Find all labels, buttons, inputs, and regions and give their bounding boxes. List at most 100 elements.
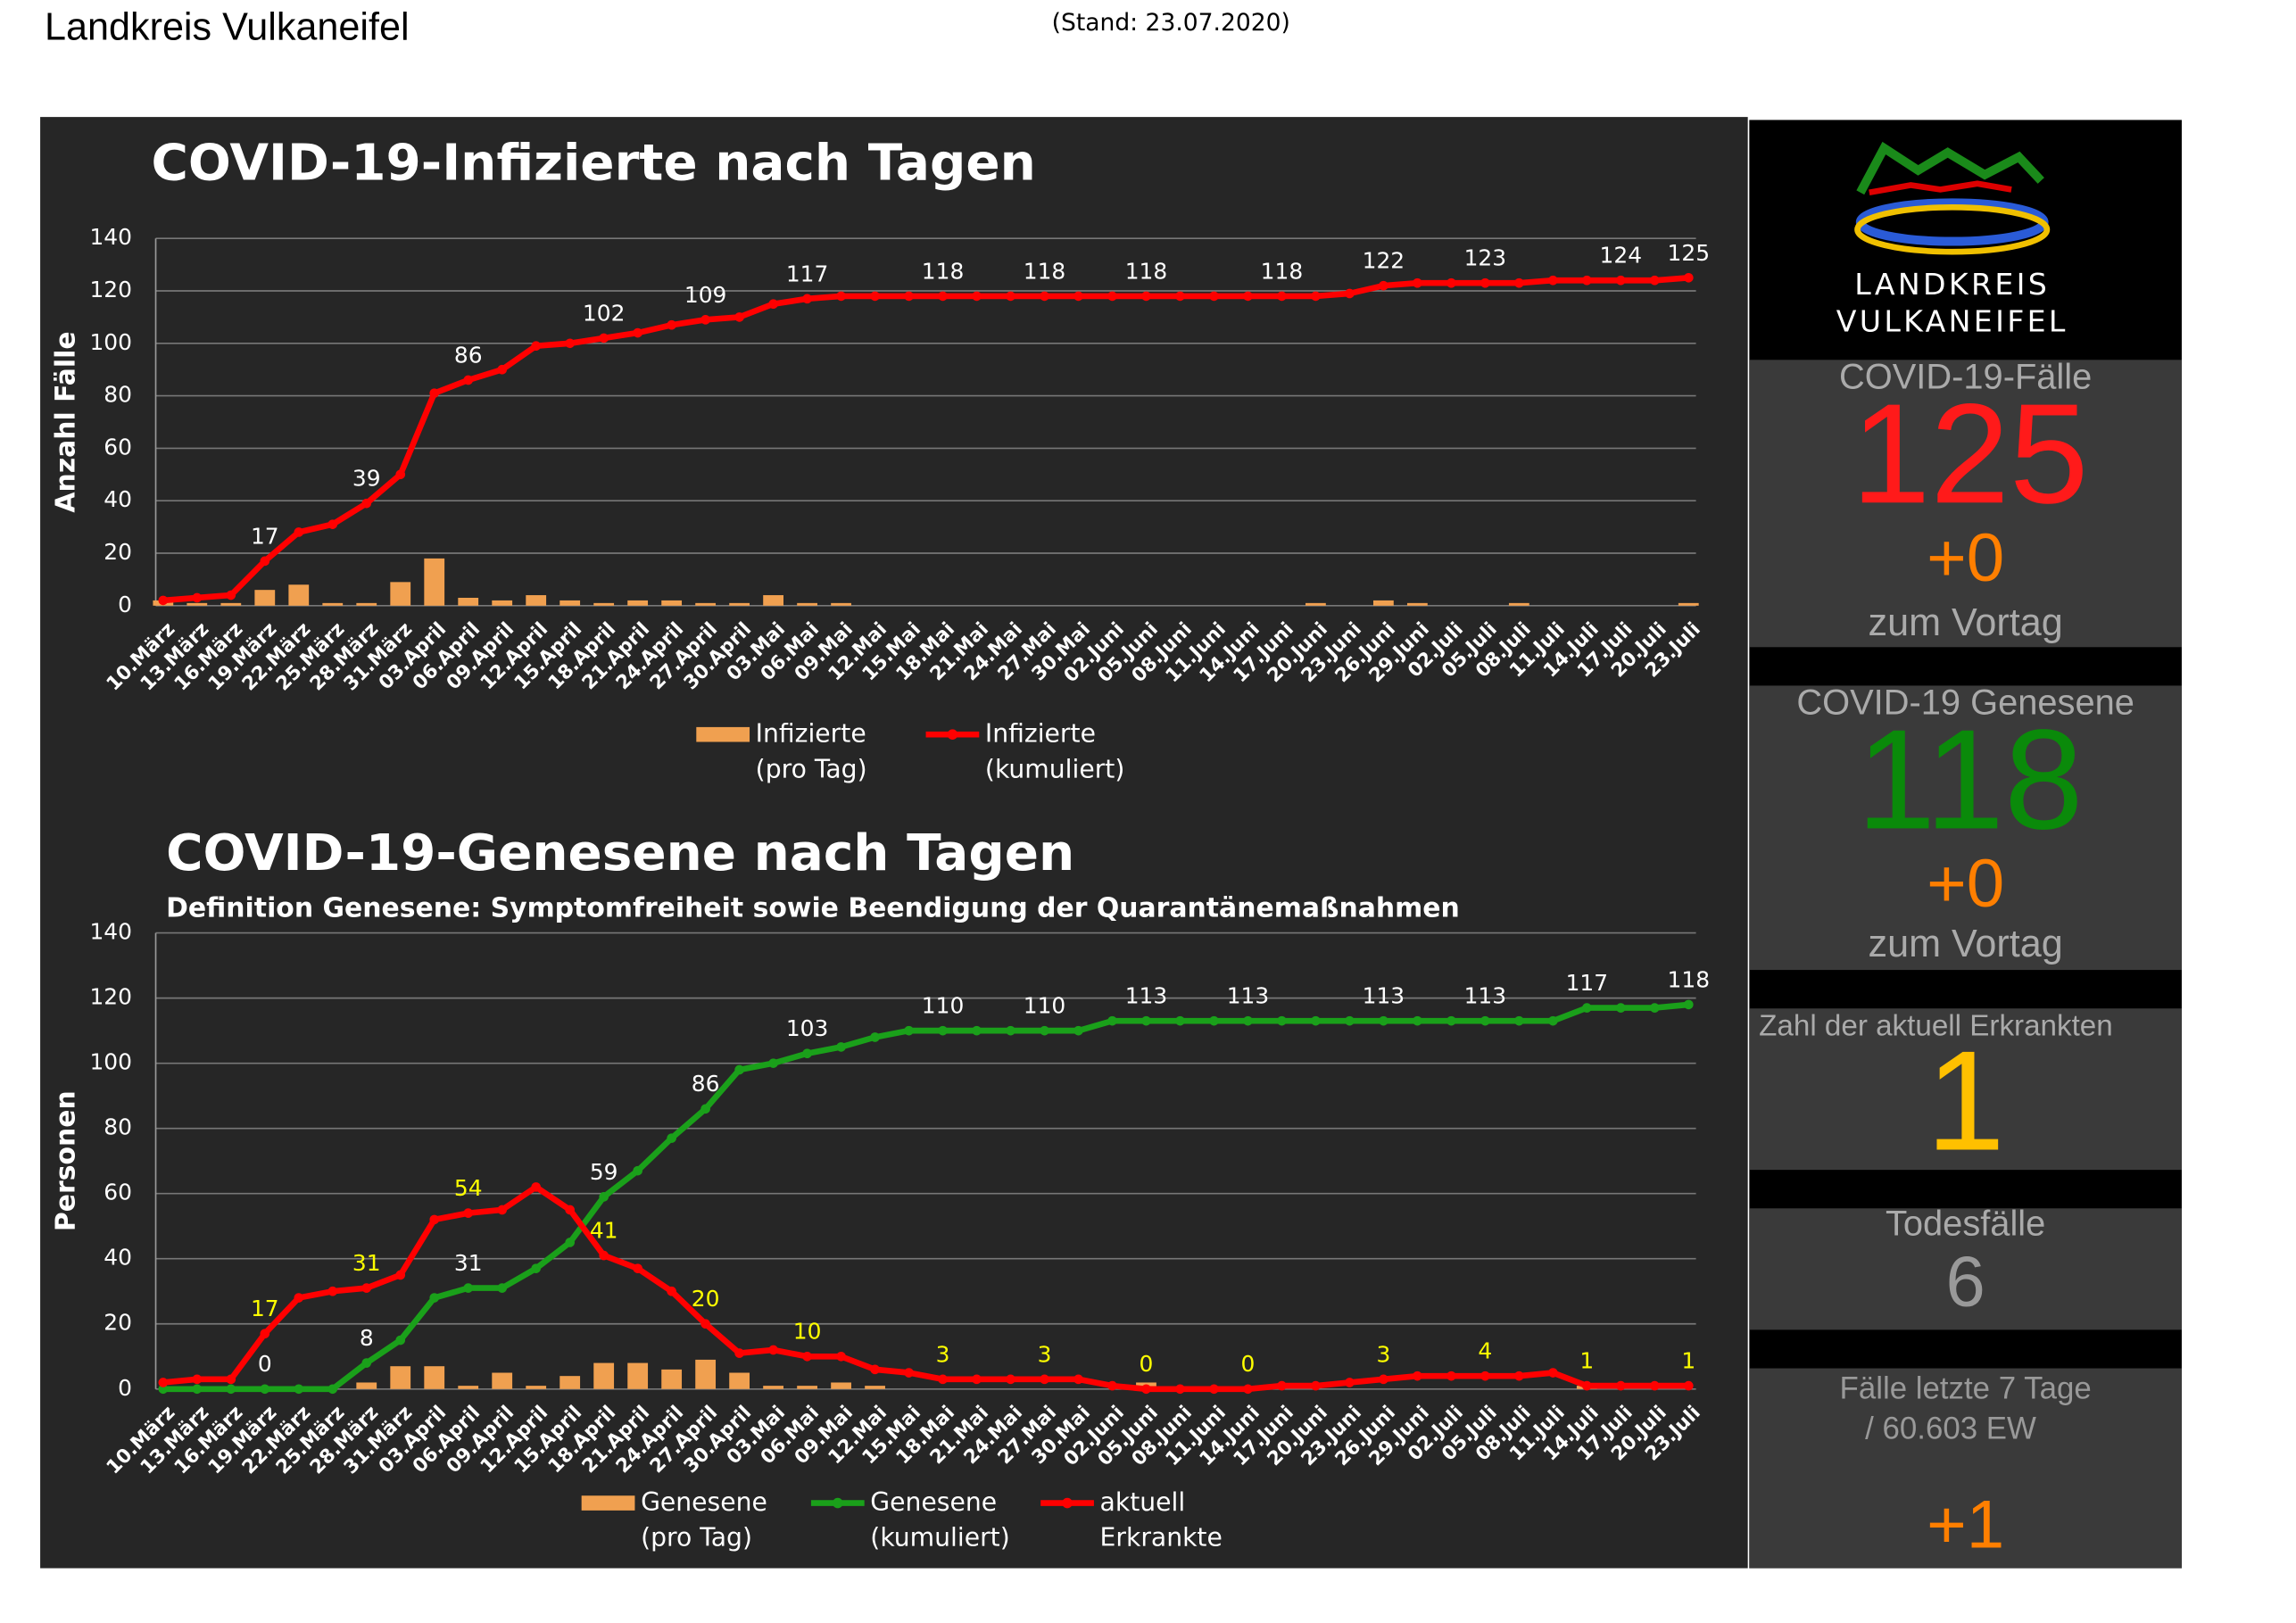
marker (1175, 1015, 1185, 1026)
marker (700, 1104, 710, 1114)
kpi-value: 118 (1857, 700, 2084, 858)
data-label: 0 (258, 1351, 272, 1377)
data-label: 17 (251, 523, 279, 549)
kpi-label: COVID-19-Fälle (1839, 357, 2092, 396)
date-stamp: (Stand: 23.07.2020) (1052, 9, 1290, 37)
y-axis-label: Anzahl Fälle (50, 331, 81, 512)
bar (322, 602, 344, 606)
marker (1006, 291, 1015, 302)
marker (1040, 1025, 1049, 1036)
marker (327, 1286, 338, 1296)
marker (1209, 1384, 1219, 1395)
line (162, 1001, 1689, 1393)
data-label: 109 (684, 282, 726, 308)
marker (1548, 1368, 1558, 1378)
marker (1446, 1015, 1456, 1026)
data-label: 118 (922, 258, 964, 284)
marker (633, 327, 642, 338)
y-tick-label: 0 (118, 592, 132, 617)
marker (972, 1374, 982, 1385)
marker (1311, 291, 1321, 302)
marker (395, 469, 406, 480)
bar (559, 600, 581, 606)
kpi-label: Todesfälle (1886, 1205, 2045, 1244)
legend-swatch (696, 726, 750, 742)
marker (1311, 1380, 1321, 1391)
marker (565, 1205, 575, 1215)
marker (463, 375, 474, 385)
marker (1107, 1015, 1117, 1026)
marker (192, 1374, 203, 1385)
marker (633, 1263, 642, 1273)
marker (1683, 272, 1694, 283)
y-tick-label: 40 (104, 486, 132, 512)
marker (599, 1250, 609, 1261)
bar (492, 600, 513, 606)
bar (661, 600, 683, 606)
logo-text: LANDKREIS (1854, 267, 2050, 302)
y-tick-label: 100 (89, 329, 131, 355)
marker (1175, 1384, 1185, 1395)
bar (627, 600, 649, 606)
marker (870, 1364, 880, 1375)
data-label: 3 (1376, 1341, 1390, 1367)
data-label: 59 (590, 1159, 618, 1185)
marker (1514, 277, 1524, 288)
marker (1480, 277, 1490, 288)
data-label: 118 (1125, 258, 1167, 284)
marker (158, 595, 169, 606)
marker (870, 1032, 880, 1042)
marker (158, 1378, 169, 1387)
marker (1480, 1370, 1490, 1381)
data-label: 113 (1227, 983, 1269, 1009)
marker (226, 1374, 236, 1385)
marker (463, 1208, 474, 1218)
marker (836, 291, 846, 302)
marker (1615, 275, 1626, 286)
marker (361, 498, 372, 509)
marker (667, 319, 676, 330)
data-label: 123 (1464, 245, 1506, 271)
legend-label: aktuell Erkrankte (1099, 1487, 1223, 1553)
kpi-value: +1 (1927, 1487, 2004, 1563)
y-tick-label: 140 (89, 224, 131, 250)
marker (260, 1384, 270, 1395)
data-label: 118 (1024, 258, 1065, 284)
marker (1446, 1370, 1456, 1381)
marker (1073, 1374, 1083, 1385)
bar (763, 1386, 783, 1389)
y-tick-label: 20 (104, 539, 132, 565)
legend-item: Infizierte (pro Tag) (756, 720, 867, 785)
logo-text: VULKANEIFEL (1836, 303, 2068, 338)
bar (1406, 602, 1428, 606)
marker (327, 519, 338, 529)
bar (458, 1386, 479, 1389)
marker (1379, 280, 1388, 291)
marker (497, 364, 508, 375)
marker (802, 1351, 812, 1362)
marker (1582, 1003, 1592, 1013)
kpi-label: Fälle letzte 7 Tage (1840, 1371, 2092, 1406)
marker (1175, 291, 1185, 302)
bar (254, 590, 276, 606)
y-tick-label: 60 (104, 1180, 132, 1205)
marker (1040, 1374, 1049, 1385)
marker (1345, 288, 1355, 299)
marker (565, 1238, 575, 1247)
bar (1508, 602, 1529, 606)
marker (294, 527, 304, 537)
kpi-label: COVID-19 Genesene (1796, 683, 2134, 723)
marker (1209, 291, 1219, 302)
marker (1311, 1015, 1321, 1026)
y-tick-label: 80 (104, 382, 132, 408)
data-label: 10 (793, 1319, 822, 1345)
legend-item: Genesene (pro Tag) (641, 1488, 767, 1553)
marker (734, 312, 744, 322)
marker (192, 592, 203, 603)
bar (797, 602, 817, 606)
marker (1413, 1015, 1422, 1026)
marker (938, 1374, 948, 1385)
chart-subtitle: Definition Genesene: Symptomfreiheit sow… (166, 893, 1460, 924)
marker (599, 333, 609, 344)
